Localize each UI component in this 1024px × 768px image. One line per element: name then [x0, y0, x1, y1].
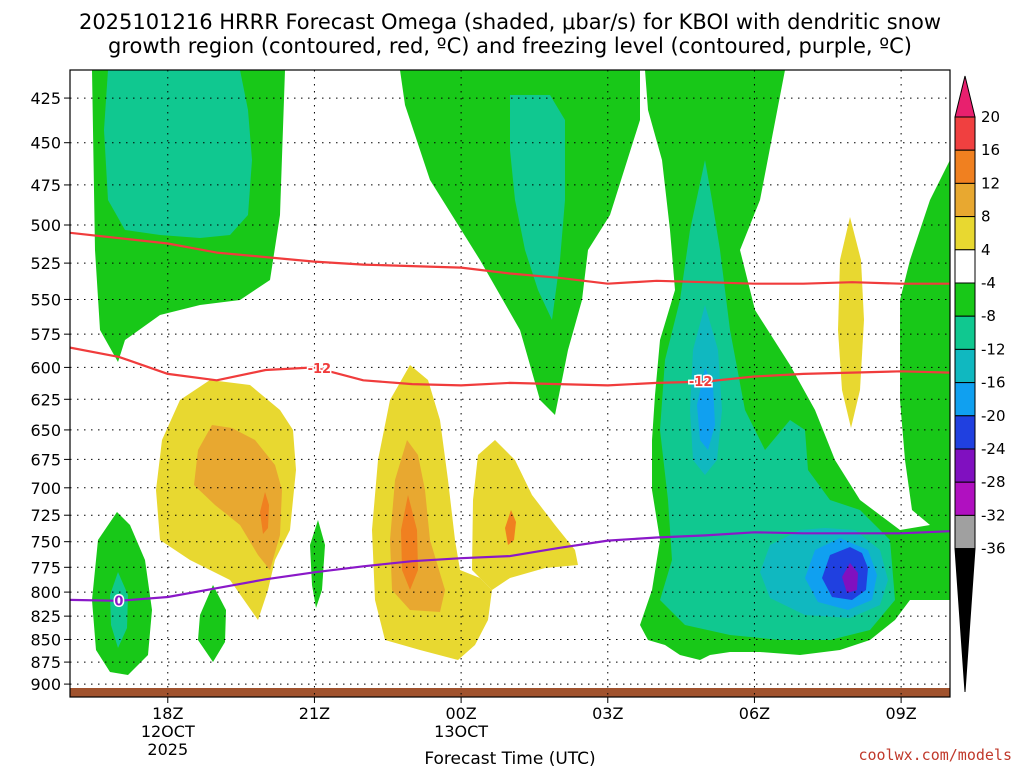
- omega-region: [660, 160, 895, 640]
- colorbar-level-label: -4: [981, 274, 996, 292]
- plot-area: -12 -12 0: [70, 70, 950, 697]
- colorbar-swatch: [954, 182, 976, 218]
- x-tick-label: 00Z: [445, 704, 476, 723]
- colorbar-level-label: -28: [981, 473, 1006, 491]
- terrain-strip: [70, 688, 950, 697]
- x-tick-label: 13OCT: [434, 722, 488, 741]
- colorbar-swatch: [954, 116, 976, 151]
- y-tick-label: 450: [30, 134, 61, 153]
- y-tick-label: 875: [30, 653, 61, 672]
- colorbar-level-label: -20: [981, 407, 1006, 425]
- x-tick-label: 03Z: [592, 704, 623, 723]
- colorbar-swatch: [954, 481, 976, 516]
- dgz-lower-contour: [70, 346, 950, 387]
- colorbar-swatch: [954, 315, 976, 350]
- colorbar-level-label: 12: [981, 174, 1000, 192]
- y-tick-label: 500: [30, 216, 61, 235]
- temperature-contours: -12 -12 0: [70, 231, 950, 611]
- contour-label-minus12: -12: [308, 362, 332, 377]
- y-tick-label: 850: [30, 630, 61, 649]
- x-tick-label: 06Z: [739, 704, 770, 723]
- colorbar-top-triangle: [954, 75, 976, 118]
- x-tick-label: 2025: [147, 740, 188, 759]
- omega-region: [260, 492, 269, 534]
- colorbar-swatch: [954, 514, 976, 550]
- y-axis: 425 450 475 500 525 550 575 600 625 650 675 700 725 7…: [30, 89, 70, 694]
- y-tick-label: 700: [30, 479, 61, 498]
- x-tick-label: 21Z: [299, 704, 330, 723]
- y-tick-label: 825: [30, 607, 61, 626]
- colorbar-swatch: [954, 448, 976, 483]
- contour-label-zero: 0: [114, 594, 123, 609]
- omega-region: [310, 520, 325, 608]
- colorbar-bottom-triangle: [954, 548, 976, 693]
- colorbar-swatch: [954, 216, 976, 251]
- colorbar-swatch: [954, 282, 976, 317]
- y-tick-label: 725: [30, 506, 61, 525]
- colorbar-level-label: -32: [981, 506, 1006, 524]
- dgz-upper-contour: [70, 231, 950, 285]
- omega-region: [510, 95, 565, 320]
- y-tick-label: 625: [30, 390, 61, 409]
- colorbar-level-label: 20: [981, 108, 1000, 126]
- x-tick-label: 09Z: [885, 704, 916, 723]
- y-tick-label: 475: [30, 176, 61, 195]
- y-tick-label: 900: [30, 675, 61, 694]
- y-tick-label: 650: [30, 421, 61, 440]
- omega-region: [838, 217, 864, 428]
- colorbar-level-label: 8: [981, 208, 991, 226]
- colorbar-level-label: -12: [981, 340, 1006, 358]
- x-tick-label: 12OCT: [141, 722, 195, 741]
- contour-label-minus12: -12: [689, 375, 713, 390]
- omega-region: [697, 368, 715, 450]
- y-tick-label: 800: [30, 583, 61, 602]
- omega-region: [198, 585, 226, 662]
- omega-shading: [92, 70, 950, 675]
- omega-region: [401, 495, 418, 590]
- colorbar-level-label: -36: [981, 540, 1006, 558]
- x-tick-label: 18Z: [152, 704, 183, 723]
- omega-region: [842, 563, 858, 593]
- colorbar-swatch: [954, 249, 976, 284]
- colorbar: 20 16 12 8 4 -4 -8 -12 -16 -20 -24 -28 -32 -36: [954, 75, 1006, 693]
- y-tick-label: 600: [30, 358, 61, 377]
- omega-region: [505, 510, 516, 545]
- y-tick-label: 575: [30, 325, 61, 344]
- omega-region: [194, 425, 282, 570]
- freezing-level-contour: [70, 530, 950, 602]
- colorbar-level-label: -24: [981, 440, 1006, 458]
- y-tick-label: 775: [30, 558, 61, 577]
- plot-frame: [69, 69, 951, 698]
- colorbar-swatch: [954, 382, 976, 417]
- colorbar-level-label: -16: [981, 374, 1006, 392]
- omega-region: [400, 70, 640, 415]
- y-tick-label: 675: [30, 450, 61, 469]
- y-tick-label: 750: [30, 533, 61, 552]
- chart-title-line-2: growth region (contoured, red, ºC) and f…: [108, 34, 912, 58]
- colorbar-swatch: [954, 415, 976, 450]
- credit-text: coolwx.com/models: [858, 746, 1012, 764]
- y-tick-label: 525: [30, 254, 61, 273]
- colorbar-swatch: [954, 149, 976, 184]
- chart-title-line-1: 2025101216 HRRR Forecast Omega (shaded, …: [79, 10, 941, 34]
- omega-region: [104, 70, 252, 238]
- omega-region: [900, 160, 950, 525]
- x-axis-label: Forecast Time (UTC): [424, 749, 595, 768]
- colorbar-level-label: 4: [981, 241, 991, 259]
- colorbar-level-label: 16: [981, 141, 1000, 159]
- y-tick-label: 550: [30, 290, 61, 309]
- colorbar-level-label: -8: [981, 307, 996, 325]
- y-tick-label: 425: [30, 89, 61, 108]
- omega-region: [110, 572, 128, 648]
- colorbar-swatch: [954, 348, 976, 384]
